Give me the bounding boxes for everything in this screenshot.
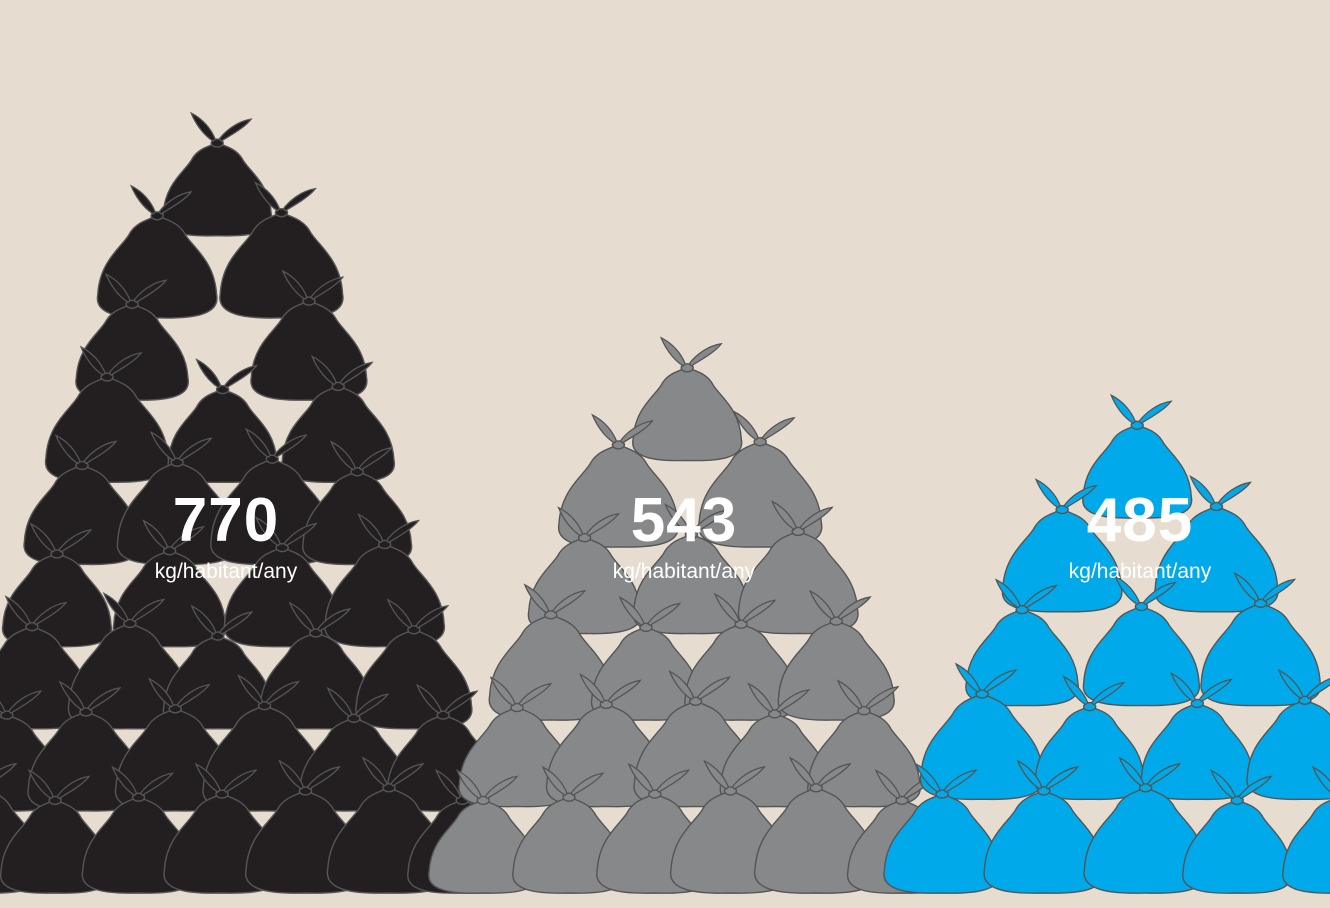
bag-1-2 xyxy=(96,184,218,319)
bag-1-14 xyxy=(112,519,227,648)
bag-1-7 xyxy=(167,358,278,484)
bag-2-14 xyxy=(719,682,830,808)
bag-3-14 xyxy=(1182,769,1293,894)
pile-value-3: 485 xyxy=(1086,486,1194,555)
bag-pile-2 xyxy=(428,336,957,894)
bag-1-5 xyxy=(250,269,368,401)
bag-1-8 xyxy=(281,355,395,484)
bag-3-10 xyxy=(1246,668,1330,801)
bag-3-5 xyxy=(1082,575,1200,707)
bag-3-7 xyxy=(919,662,1045,801)
bag-3-15 xyxy=(1282,765,1330,894)
bag-2-16 xyxy=(428,769,539,894)
bag-2-20 xyxy=(754,756,879,894)
bag-3-2 xyxy=(1001,478,1123,613)
pile-label-3: 485 kg/habitant/any xyxy=(990,488,1290,584)
bag-1-26 xyxy=(298,686,409,812)
pile-value-2: 543 xyxy=(630,486,738,555)
bag-2-9 xyxy=(684,592,798,721)
pile-label-2: 543 kg/habitant/any xyxy=(534,488,834,584)
pile-unit-2: kg/habitant/any xyxy=(612,560,756,583)
bag-1-16 xyxy=(324,513,446,648)
bag-1-1 xyxy=(162,111,273,237)
bag-2-11 xyxy=(458,676,576,808)
pile-unit-3: kg/habitant/any xyxy=(1068,560,1212,583)
bag-1-3 xyxy=(219,181,344,319)
pile-label-1: 770 kg/habitant/any xyxy=(76,488,376,584)
bag-1-21 xyxy=(355,598,473,730)
bag-pile-3 xyxy=(883,393,1330,894)
bag-3-11 xyxy=(883,762,1001,894)
bag-2-5 xyxy=(632,503,750,635)
pile-value-1: 770 xyxy=(172,486,280,555)
bag-1-23 xyxy=(27,680,145,812)
bag-1-9 xyxy=(23,434,141,566)
bag-3-12 xyxy=(983,759,1105,894)
bag-1-19 xyxy=(162,604,273,730)
bag-3-1 xyxy=(1082,393,1193,519)
bag-2-2 xyxy=(558,413,679,548)
pile-unit-1: kg/habitant/any xyxy=(154,560,298,583)
bag-3-9 xyxy=(1140,672,1255,801)
bag-2-10 xyxy=(777,589,895,721)
bag-2-1 xyxy=(632,336,743,462)
bag-2-7 xyxy=(488,583,613,721)
bag-3-13 xyxy=(1083,756,1208,894)
